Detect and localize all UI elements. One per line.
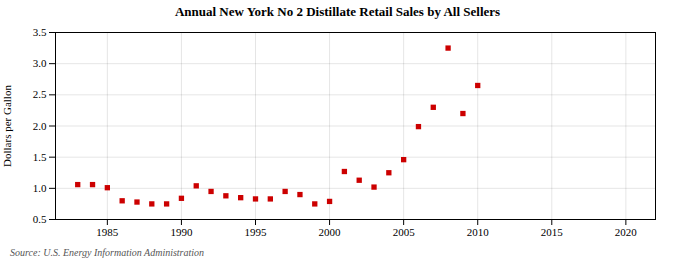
svg-text:2010: 2010 <box>467 226 490 238</box>
svg-text:0.5: 0.5 <box>33 213 47 225</box>
svg-text:1990: 1990 <box>170 226 193 238</box>
svg-text:1.5: 1.5 <box>33 151 47 163</box>
svg-text:2005: 2005 <box>393 226 416 238</box>
svg-text:2000: 2000 <box>319 226 342 238</box>
svg-text:1.0: 1.0 <box>33 182 47 194</box>
svg-text:2015: 2015 <box>541 226 564 238</box>
svg-text:Dollars per Gallon: Dollars per Gallon <box>1 85 13 167</box>
svg-text:1995: 1995 <box>245 226 268 238</box>
svg-text:2020: 2020 <box>615 226 638 238</box>
svg-text:1985: 1985 <box>96 226 119 238</box>
svg-text:3.5: 3.5 <box>33 26 47 38</box>
svg-text:2.5: 2.5 <box>33 88 47 100</box>
svg-text:2.0: 2.0 <box>33 120 47 132</box>
html-text:Source: U.S. Energy Informatio: Source: U.S. Energy Information Administ… <box>10 247 205 258</box>
html-text:Annual New York No 2 Distillat: Annual New York No 2 Distillate Retail S… <box>174 4 501 19</box>
svg-text:3.0: 3.0 <box>33 57 47 69</box>
